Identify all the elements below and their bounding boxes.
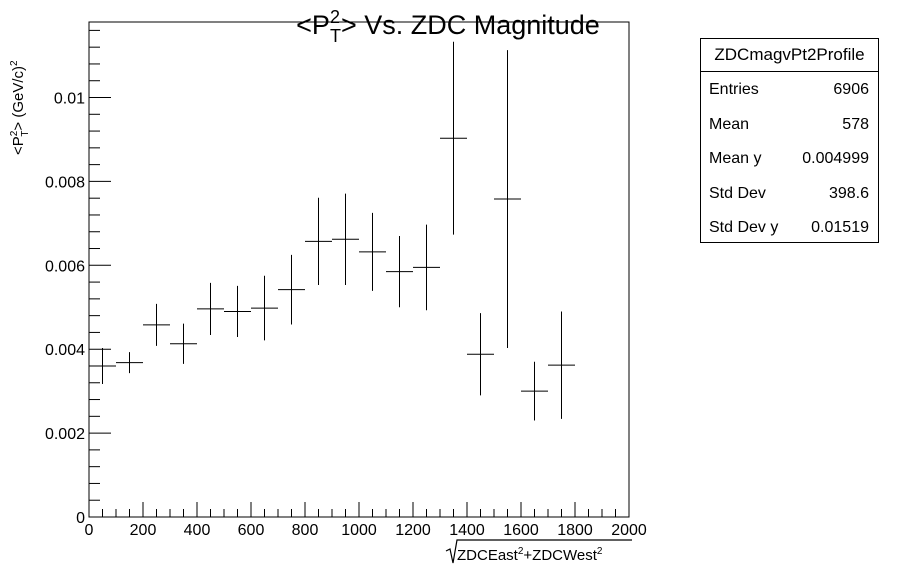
- stats-box: ZDCmagvPt2Profile Entries 6906 Mean 578 Me…: [700, 38, 879, 243]
- x-tick-label: 400: [184, 522, 211, 539]
- data-point: [197, 282, 224, 335]
- y-tick-label: 0.006: [45, 258, 85, 275]
- x-tick-label: 200: [130, 522, 157, 539]
- y-tick-label: 0.004: [45, 342, 85, 359]
- x-axis-label: ZDCEast2+ZDCWest2: [445, 539, 632, 564]
- y-tick-label: 0.01: [54, 91, 85, 108]
- data-point: [548, 311, 575, 419]
- stats-row-mean-y: Mean y 0.004999: [701, 141, 878, 176]
- x-tick-label: 1600: [503, 522, 539, 539]
- stats-row-std-dev: Std Dev 398.6: [701, 176, 878, 211]
- data-point: [332, 193, 359, 286]
- data-point: [467, 313, 494, 396]
- stats-row-std-dev-y: Std Dev y 0.01519: [701, 210, 878, 245]
- y-tick-label: 0.008: [45, 174, 85, 191]
- stats-label: Mean: [709, 115, 750, 133]
- data-point: [305, 197, 332, 286]
- sqrt-sign-icon: [445, 539, 632, 564]
- x-tick-label: 1800: [557, 522, 593, 539]
- y-axis-label: <P2T> (GeV/c)2: [9, 60, 31, 155]
- data-point: [440, 41, 467, 235]
- data-point: [278, 254, 305, 325]
- stats-row-entries: Entries 6906: [701, 72, 878, 107]
- y-tick-label: 0.002: [45, 426, 85, 443]
- x-tick-label: 1400: [449, 522, 485, 539]
- stats-label: Std Dev y: [709, 219, 779, 236]
- data-point: [386, 235, 413, 308]
- chart-title: <P2 T> Vs. ZDC Magnitude: [296, 7, 600, 46]
- data-marks: [89, 41, 575, 421]
- stats-label: Std Dev: [709, 184, 766, 202]
- stats-value: 398.6: [828, 184, 869, 202]
- stats-row-mean: Mean 578: [701, 107, 878, 142]
- y-tick-label: 0: [76, 510, 85, 527]
- data-point: [116, 352, 143, 374]
- svg-text:ZDCEast2+ZDCWest2: ZDCEast2+ZDCWest2: [457, 546, 603, 564]
- stats-value: 578: [842, 115, 869, 133]
- stats-value: 0.01519: [811, 219, 869, 236]
- y-axis: 0 0.002 0.004 0.006 0.008 0.01: [45, 29, 111, 527]
- x-tick-label: 2000: [611, 522, 647, 539]
- stats-label: Mean y: [709, 150, 762, 167]
- data-point: [143, 303, 170, 346]
- x-tick-label: 800: [292, 522, 319, 539]
- x-tick-label: 600: [238, 522, 265, 539]
- x-tick-label: 0: [85, 522, 94, 539]
- plot-frame: [88, 21, 630, 518]
- data-point: [494, 50, 521, 348]
- data-point: [251, 275, 278, 341]
- stats-value: 6906: [833, 81, 869, 98]
- data-point: [521, 361, 548, 421]
- x-axis: 0 200 400 600 800 1000 1200 1400 1600 1800 2000: [85, 502, 647, 539]
- stats-value: 0.004999: [802, 150, 869, 167]
- stats-box-title: ZDCmagvPt2Profile: [701, 39, 878, 72]
- stats-label: Entries: [709, 81, 759, 98]
- x-tick-label: 1000: [341, 522, 377, 539]
- data-point: [413, 224, 440, 311]
- data-point: [224, 285, 251, 338]
- x-tick-label: 1200: [395, 522, 431, 539]
- data-point: [359, 212, 386, 291]
- data-point: [170, 323, 197, 364]
